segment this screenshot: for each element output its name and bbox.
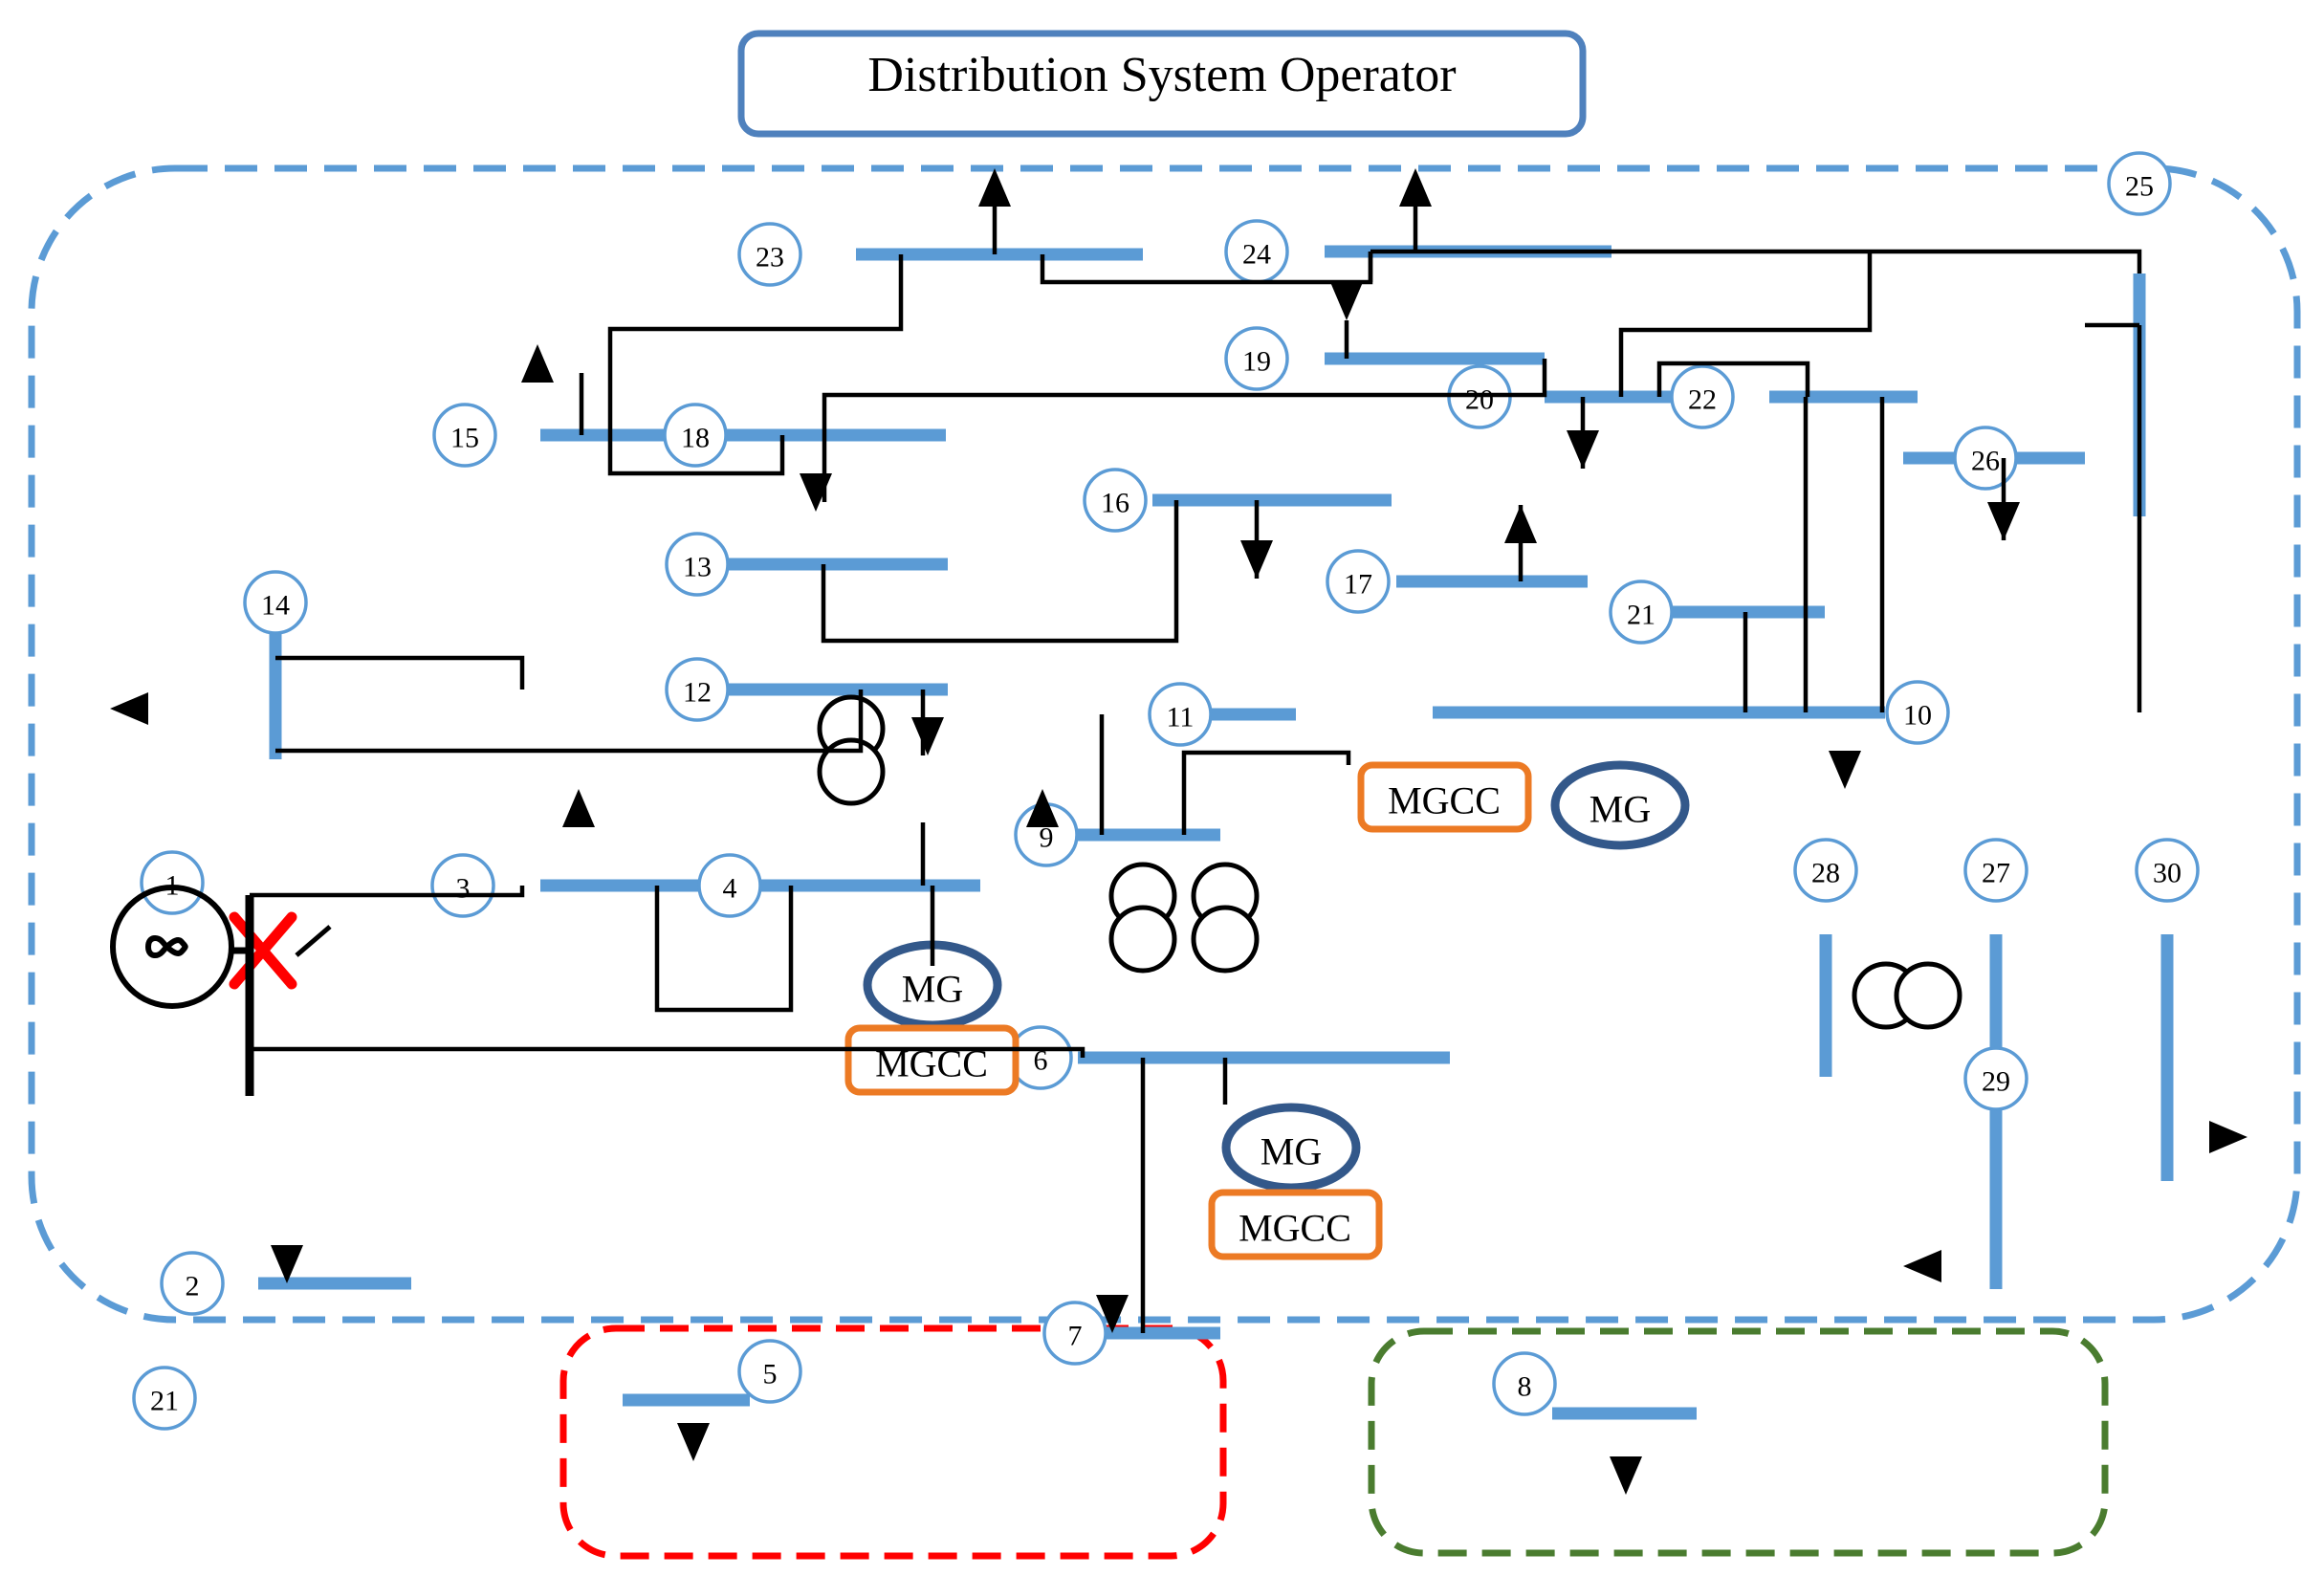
svg-text:5: 5: [763, 1359, 778, 1390]
svg-text:18: 18: [681, 423, 710, 454]
svg-text:12: 12: [683, 677, 712, 709]
svg-text:21: 21: [1627, 600, 1655, 631]
svg-text:25: 25: [2125, 171, 2154, 203]
svg-text:28: 28: [1811, 858, 1840, 889]
svg-text:2: 2: [186, 1271, 200, 1302]
svg-text:10: 10: [1903, 700, 1932, 732]
svg-text:29: 29: [1982, 1066, 2010, 1098]
svg-text:16: 16: [1101, 488, 1129, 519]
svg-text:22: 22: [1688, 384, 1717, 416]
svg-text:19: 19: [1242, 346, 1271, 378]
svg-text:20: 20: [1465, 384, 1494, 416]
svg-text:17: 17: [1344, 569, 1372, 601]
svg-text:13: 13: [683, 552, 712, 583]
svg-text:30: 30: [2153, 858, 2181, 889]
svg-text:3: 3: [456, 873, 471, 905]
svg-text:15: 15: [450, 423, 479, 454]
svg-text:23: 23: [756, 242, 784, 274]
svg-text:Distribution System Operator: Distribution System Operator: [867, 48, 1456, 102]
svg-text:26: 26: [1971, 446, 2000, 477]
svg-text:11: 11: [1167, 702, 1195, 733]
svg-text:21: 21: [150, 1386, 179, 1417]
svg-text:14: 14: [261, 590, 290, 622]
svg-text:4: 4: [723, 873, 737, 905]
svg-text:7: 7: [1068, 1321, 1083, 1352]
svg-text:27: 27: [1982, 858, 2010, 889]
svg-text:24: 24: [1242, 239, 1271, 271]
svg-text:8: 8: [1518, 1371, 1532, 1403]
